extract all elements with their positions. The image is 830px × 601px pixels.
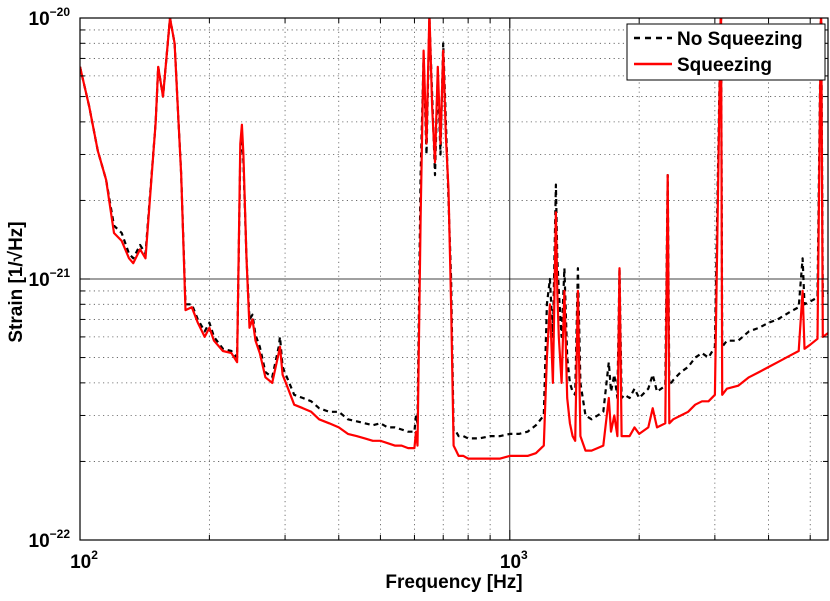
legend-label-no-squeezing: No Squeezing: [677, 29, 803, 50]
y-tick-label: 10−22: [29, 527, 71, 552]
x-tick-label: 103: [500, 548, 528, 573]
legend: No Squeezing Squeezing: [626, 23, 826, 81]
y-tick-label: 10−20: [29, 5, 71, 30]
series-line-no-squeezing: [80, 18, 828, 440]
tick-labels: 102 103 10−22 10−21 10−20: [29, 5, 529, 573]
y-axis-label: Strain [1/√Hz]: [6, 221, 27, 342]
legend-label-squeezing: Squeezing: [677, 55, 772, 76]
series-layer: [80, 18, 828, 460]
x-axis-label: Frequency [Hz]: [385, 572, 522, 593]
y-tick-label: 10−21: [29, 266, 71, 291]
legend-box: [626, 23, 826, 81]
x-tick-label: 102: [70, 548, 98, 573]
tick-marks: [79, 18, 828, 540]
minor-grid: [80, 18, 828, 540]
series-line-squeezing: [80, 18, 828, 460]
